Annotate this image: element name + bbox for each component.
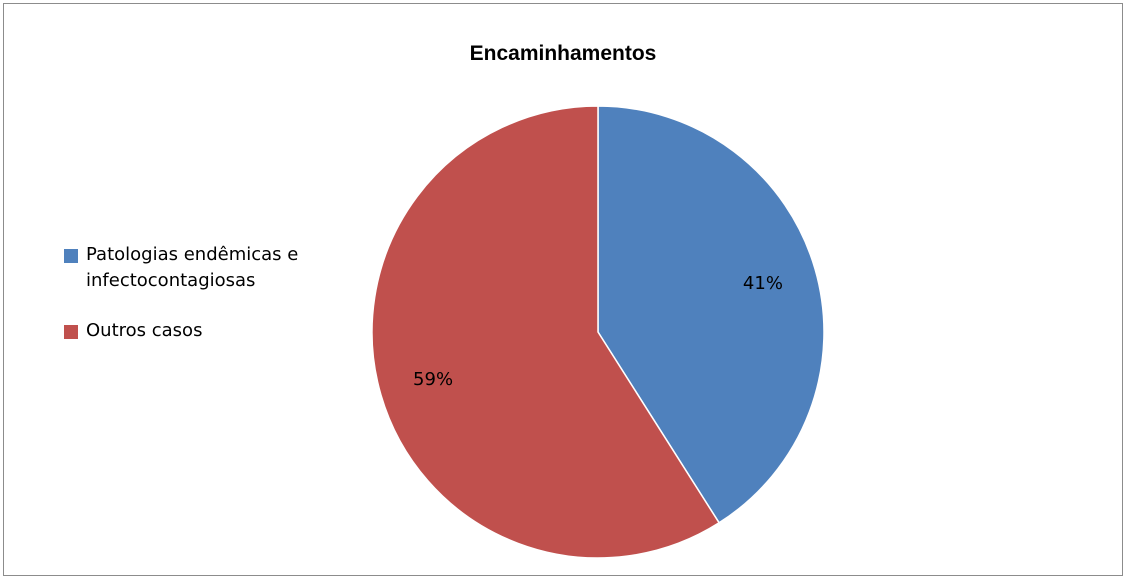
legend-label-outros: Outros casos — [86, 320, 203, 341]
pie-chart: 41% 59% — [371, 105, 825, 559]
chart-frame: Encaminhamentos Patologias endêmicas e i… — [3, 3, 1123, 576]
legend-item-patologias: Patologias endêmicas e infectocontagiosa… — [64, 242, 346, 294]
legend-item-outros: Outros casos — [64, 318, 346, 344]
legend-swatch-outros — [64, 325, 78, 339]
slice-label-patologias: 41% — [743, 273, 783, 294]
pie-slice-outros — [371, 105, 721, 559]
legend-label-patologias: Patologias endêmicas e infectocontagiosa… — [86, 244, 299, 291]
pie-slice-patologias — [597, 105, 825, 524]
slice-label-outros: 59% — [413, 369, 453, 390]
legend: Patologias endêmicas e infectocontagiosa… — [64, 242, 346, 368]
legend-swatch-patologias — [64, 249, 78, 263]
chart-title: Encaminhamentos — [469, 42, 657, 65]
